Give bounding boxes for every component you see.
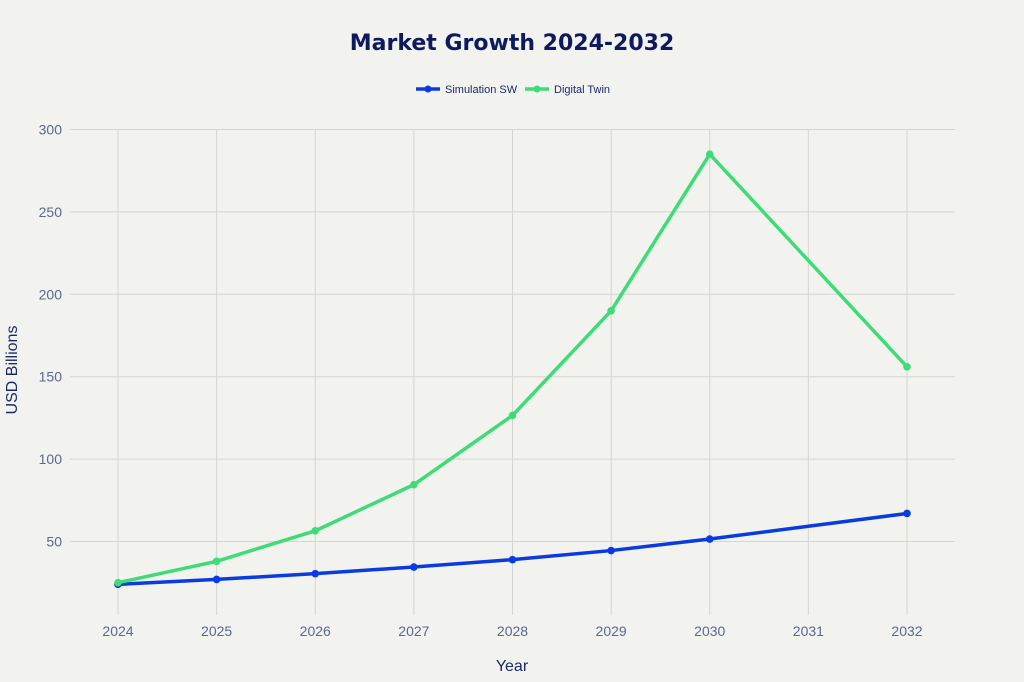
legend-item-simulation-sw[interactable]: Simulation SW	[416, 84, 518, 96]
y-axis-title: USD Billions	[4, 326, 21, 415]
x-tick-label: 2024	[102, 623, 133, 639]
series-simulation-sw	[114, 509, 911, 589]
data-point-simulation-sw[interactable]	[903, 509, 911, 518]
data-point-digital-twin[interactable]	[114, 578, 122, 587]
tick-labels: 50 100 150 200 250 300 2024 2025 2026 2027 2028 202…	[39, 122, 923, 640]
x-tick-label: 2025	[201, 623, 232, 639]
chart-title: Market Growth 2024-2032	[350, 31, 675, 56]
data-point-digital-twin[interactable]	[410, 480, 418, 489]
series-digital-twin	[114, 150, 911, 587]
x-tick-label: 2026	[300, 623, 331, 639]
y-tick-label: 250	[39, 204, 63, 220]
data-point-simulation-sw[interactable]	[508, 555, 517, 564]
data-point-simulation-sw[interactable]	[410, 563, 418, 571]
legend-swatch-marker	[533, 85, 541, 93]
x-tick-label: 2030	[694, 623, 725, 639]
series-layer	[114, 150, 911, 589]
y-tick-label: 300	[39, 122, 63, 138]
data-point-digital-twin[interactable]	[311, 526, 320, 535]
legend-swatch-marker	[424, 85, 432, 93]
data-point-simulation-sw[interactable]	[212, 575, 221, 584]
data-point-simulation-sw[interactable]	[311, 569, 320, 578]
legend-label: Digital Twin	[554, 84, 610, 96]
y-tick-label: 100	[39, 451, 63, 467]
y-tick-label: 150	[39, 369, 63, 385]
legend-label: Simulation SW	[445, 84, 518, 96]
data-point-digital-twin[interactable]	[903, 363, 911, 371]
data-point-simulation-sw[interactable]	[705, 535, 714, 543]
data-point-digital-twin[interactable]	[607, 306, 615, 315]
legend-item-digital-twin[interactable]: Digital Twin	[525, 84, 610, 96]
x-tick-label: 2032	[891, 623, 922, 639]
x-tick-label: 2029	[596, 623, 627, 639]
x-tick-label: 2031	[793, 623, 824, 639]
data-point-digital-twin[interactable]	[508, 411, 517, 420]
x-axis-title: Year	[496, 658, 529, 675]
grid	[70, 129, 955, 615]
legend[interactable]: Simulation SW Digital Twin	[416, 84, 610, 96]
data-point-digital-twin[interactable]	[705, 150, 714, 159]
y-tick-label: 50	[46, 534, 62, 550]
x-tick-label: 2028	[497, 623, 528, 639]
data-point-digital-twin[interactable]	[212, 557, 221, 566]
x-tick-label: 2027	[398, 623, 429, 639]
series-line-digital-twin	[116, 152, 909, 585]
series-line-simulation-sw	[116, 511, 909, 587]
y-tick-label: 200	[39, 286, 63, 302]
data-point-simulation-sw[interactable]	[607, 546, 615, 555]
